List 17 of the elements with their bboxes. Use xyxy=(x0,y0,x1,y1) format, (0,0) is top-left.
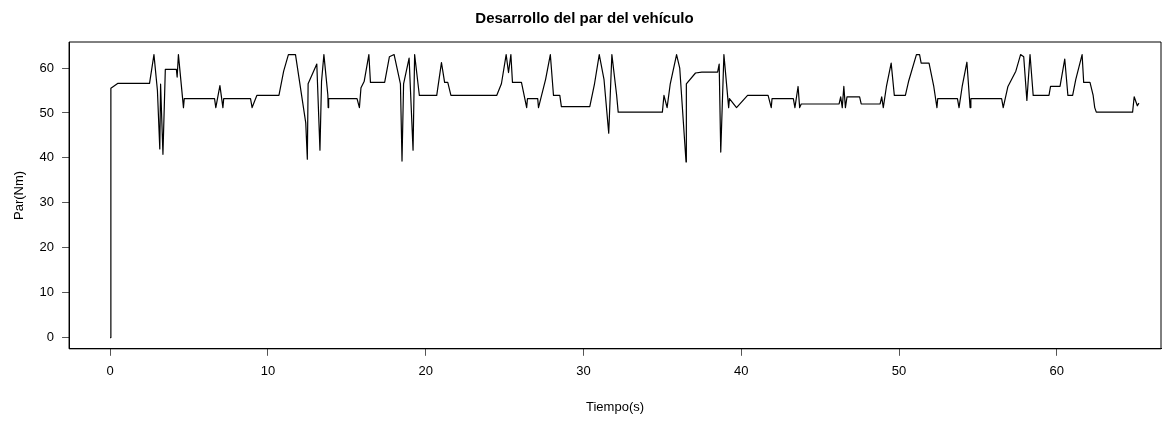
chart-title: Desarrollo del par del vehículo xyxy=(475,9,694,27)
y-tick-label: 40 xyxy=(39,149,55,165)
x-tick-label: 30 xyxy=(576,363,591,379)
x-tick-label: 40 xyxy=(734,363,749,379)
x-tick-label: 60 xyxy=(1049,363,1065,379)
x-tick-label: 0 xyxy=(106,363,114,379)
y-tick-label: 30 xyxy=(39,194,55,210)
y-tick-label: 50 xyxy=(39,104,55,120)
x-tick-label: 10 xyxy=(260,363,276,379)
y-tick-label: 20 xyxy=(39,239,55,255)
x-tick-label: 50 xyxy=(891,363,907,379)
y-tick-label: 10 xyxy=(39,284,55,300)
x-tick-label: 20 xyxy=(418,363,433,379)
y-tick-label: 60 xyxy=(39,59,55,75)
y-axis-title: Par(Nm) xyxy=(11,170,27,220)
y-tick-label: 0 xyxy=(46,329,55,345)
x-axis-title: Tiempo(s) xyxy=(586,398,645,414)
